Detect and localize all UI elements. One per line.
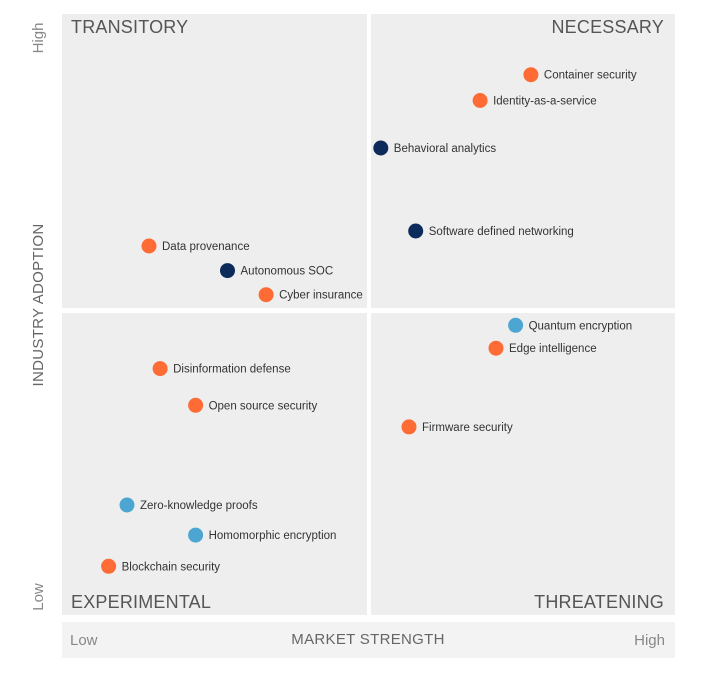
point-marker-container-security xyxy=(523,67,539,83)
x-axis-high-label: High xyxy=(634,632,665,649)
point-label-autonomous-soc: Autonomous SOC xyxy=(241,266,334,278)
point-marker-software-defined-networking xyxy=(408,223,424,239)
point-marker-disinformation-defense xyxy=(152,361,168,377)
point-marker-behavioral-analytics xyxy=(373,140,389,156)
point-marker-zero-knowledge-proofs xyxy=(119,497,135,513)
point-marker-open-source-security xyxy=(188,397,204,413)
quadrant-panel-top-right xyxy=(371,14,675,308)
point-label-cyber-insurance: Cyber insurance xyxy=(279,290,363,302)
y-axis-high-label: High xyxy=(30,23,47,54)
quadrant-panel-bottom-right xyxy=(371,313,675,615)
point-marker-edge-intelligence xyxy=(488,340,504,356)
x-axis-title: MARKET STRENGTH xyxy=(291,631,444,648)
point-label-edge-intelligence: Edge intelligence xyxy=(509,343,597,355)
point-label-identity-as-a-service: Identity-as-a-service xyxy=(493,96,597,108)
point-label-quantum-encryption: Quantum encryption xyxy=(529,320,633,332)
point-label-firmware-security: Firmware security xyxy=(422,422,513,434)
point-label-disinformation-defense: Disinformation defense xyxy=(173,364,291,376)
point-marker-quantum-encryption xyxy=(508,317,524,333)
point-marker-blockchain-security xyxy=(101,558,117,574)
point-marker-firmware-security xyxy=(401,419,417,435)
point-label-software-defined-networking: Software defined networking xyxy=(429,226,574,238)
point-marker-autonomous-soc xyxy=(220,263,235,279)
point-marker-cyber-insurance xyxy=(258,287,274,303)
point-label-open-source-security: Open source security xyxy=(209,400,318,412)
y-axis-low-label: Low xyxy=(30,583,47,611)
point-label-zero-knowledge-proofs: Zero-knowledge proofs xyxy=(140,500,258,512)
point-label-data-provenance: Data provenance xyxy=(162,241,250,253)
quadrant-label-necessary: NECESSARY xyxy=(551,17,664,37)
quadrant-label-experimental: EXPERIMENTAL xyxy=(71,592,211,612)
x-axis-low-label: Low xyxy=(70,632,98,649)
point-marker-homomorphic-encryption xyxy=(188,527,204,543)
point-label-homomorphic-encryption: Homomorphic encryption xyxy=(209,530,337,542)
y-axis-title: INDUSTRY ADOPTION xyxy=(30,224,47,387)
data-points-layer: Container security Identity-as-a-service B… xyxy=(101,67,637,574)
x-axis-band xyxy=(62,622,675,658)
point-label-container-security: Container security xyxy=(544,70,637,82)
quadrant-label-threatening: THREATENING xyxy=(534,592,664,612)
point-marker-identity-as-a-service xyxy=(472,93,488,108)
quadrant-label-transitory: TRANSITORY xyxy=(71,17,188,37)
y-axis-band xyxy=(20,14,58,615)
point-label-blockchain-security: Blockchain security xyxy=(122,561,221,573)
point-label-behavioral-analytics: Behavioral analytics xyxy=(394,143,497,155)
point-marker-data-provenance xyxy=(141,238,157,254)
quadrant-panel-top-left xyxy=(62,14,367,308)
